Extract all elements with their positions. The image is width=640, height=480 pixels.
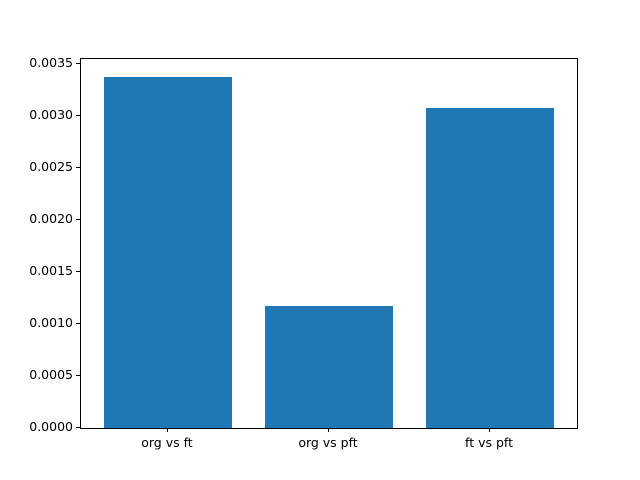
y-tick-label: 0.0020: [29, 211, 73, 227]
bar-ft-vs-pft: [425, 107, 555, 428]
bar-org-vs-ft: [103, 76, 233, 428]
x-tick-mark: [489, 428, 491, 432]
y-tick-label: 0.0015: [29, 263, 73, 279]
y-tick-mark: [76, 375, 80, 376]
y-tick-mark: [76, 427, 80, 428]
y-tick-label: 0.0025: [29, 159, 73, 175]
y-tick-label: 0.0010: [29, 315, 73, 331]
y-tick-mark: [76, 115, 80, 116]
y-tick-label: 0.0035: [29, 55, 73, 71]
y-tick-label: 0.0030: [29, 107, 73, 123]
x-tick-mark: [328, 428, 329, 432]
x-tick-label: ft vs pft: [465, 435, 514, 450]
x-tick-label: org vs ft: [141, 435, 193, 450]
y-tick-mark: [76, 271, 80, 272]
y-tick-label: 0.0005: [29, 367, 73, 382]
bar-org-vs-pft: [264, 306, 394, 428]
y-tick-mark: [76, 323, 80, 324]
plot-area: [80, 58, 578, 429]
x-tick-label: org vs pft: [298, 435, 358, 450]
y-tick-mark: [76, 63, 80, 64]
y-tick-label: 0.0000: [29, 419, 73, 434]
x-tick-mark: [166, 428, 168, 432]
y-tick-mark: [76, 219, 80, 220]
y-tick-mark: [76, 167, 80, 168]
